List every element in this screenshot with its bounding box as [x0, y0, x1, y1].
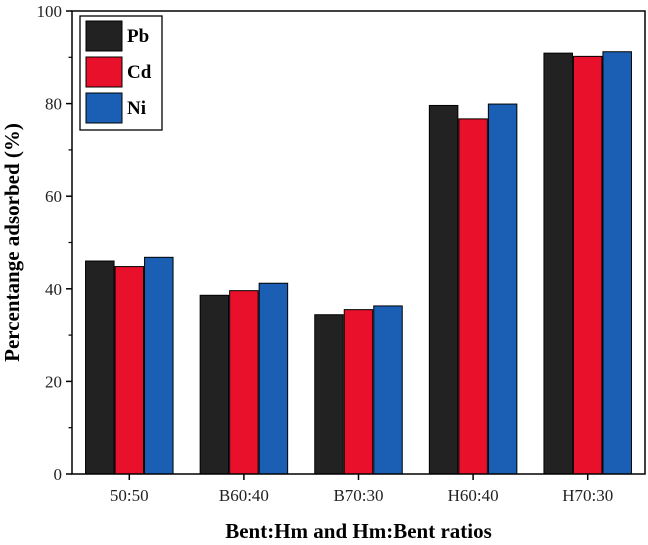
bar-ni-b70-30: [373, 305, 403, 475]
x-tick-label: H70:30: [562, 486, 613, 505]
y-tick-label: 0: [54, 465, 63, 484]
bar-pb-b70-30: [314, 314, 344, 475]
bar-cd-h60-40: [458, 118, 488, 475]
x-axis: 50:50 B60:40 B70:30 H60:40 H70:30: [110, 474, 613, 505]
bar-cd-50-50: [114, 266, 145, 475]
bar-pb-h70-30: [543, 52, 573, 475]
bar-cd-h70-30: [572, 55, 603, 475]
y-tick-label: 100: [37, 2, 63, 21]
bar-ni-h60-40: [487, 103, 518, 475]
bar-cd-b70-30: [343, 309, 374, 475]
y-axis-title: Percentange adsorbed (%): [0, 123, 24, 362]
y-tick-label: 80: [45, 95, 62, 114]
y-axis: 0 20 40 60 80 100: [37, 2, 72, 484]
bar-ni-h70-30: [602, 51, 632, 475]
y-tick-label: 40: [45, 280, 62, 299]
legend-swatch-cd: [85, 56, 123, 88]
legend-label-cd: Cd: [127, 62, 152, 83]
bar-pb-h60-40: [428, 104, 459, 475]
legend: Pb Cd Ni: [79, 15, 163, 131]
y-tick-label: 20: [45, 372, 62, 391]
x-tick-label: H60:40: [448, 486, 499, 505]
bar-cd-b60-40: [229, 290, 259, 475]
x-tick-label: B60:40: [219, 486, 269, 505]
x-tick-label: B70:30: [333, 486, 383, 505]
bar-ni-b60-40: [258, 282, 289, 475]
legend-swatch-pb: [85, 20, 123, 52]
x-tick-label: 50:50: [110, 486, 149, 505]
y-tick-label: 60: [45, 187, 62, 206]
bars-layer: [85, 51, 632, 475]
legend-label-ni: Ni: [127, 98, 146, 119]
legend-label-pb: Pb: [127, 26, 149, 47]
legend-swatch-ni: [85, 92, 123, 124]
x-axis-title: Bent:Hm and Hm:Bent ratios: [225, 519, 492, 543]
plot-frame: [71, 10, 646, 475]
bar-pb-b60-40: [199, 294, 230, 475]
bar-ni-50-50: [144, 256, 174, 475]
bar-pb-50-50: [85, 260, 115, 475]
